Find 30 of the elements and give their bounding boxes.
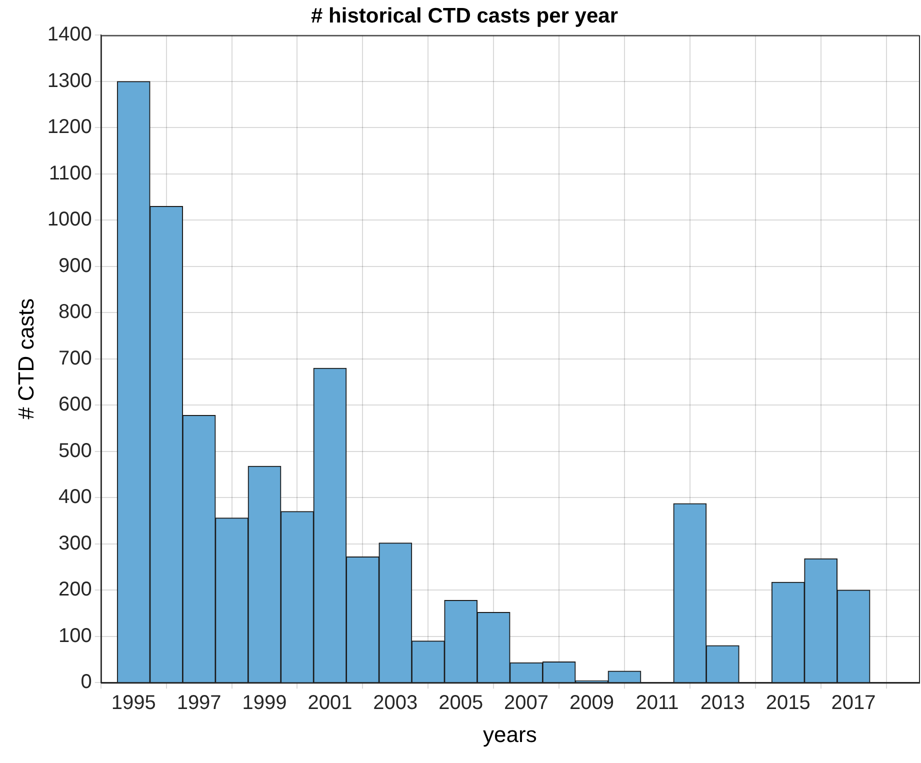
y-tick-label: 600 <box>58 394 92 416</box>
chart-title: # historical CTD casts per year <box>311 4 618 28</box>
y-tick-label: 900 <box>58 254 92 277</box>
x-tick-label: 2001 <box>308 692 352 714</box>
x-axis-title: years <box>483 722 537 747</box>
x-tick-label: 2011 <box>636 692 679 714</box>
y-axis-title: # CTD casts <box>13 298 38 420</box>
x-tick-label: 2003 <box>373 692 418 714</box>
y-tick-label: 1000 <box>47 208 92 231</box>
y-tick-label: 400 <box>58 486 92 508</box>
y-tick-label: 200 <box>58 578 92 601</box>
x-tick-label: 1999 <box>242 692 287 714</box>
x-tick-label: 2009 <box>570 692 614 714</box>
x-tick-label: 1997 <box>176 692 222 714</box>
y-tick-label: 800 <box>58 301 92 324</box>
y-tick-label: 300 <box>58 532 92 554</box>
y-tick-label: 100 <box>58 624 92 647</box>
y-tick-label: 1100 <box>48 162 92 184</box>
x-tick-label: 2015 <box>766 692 810 714</box>
x-tick-label: 2017 <box>831 692 876 714</box>
x-tick-label: 2007 <box>504 692 549 714</box>
y-tick-label: 1200 <box>47 116 92 138</box>
y-tick-label: 0 <box>80 671 92 694</box>
x-tick-label: 2005 <box>438 692 484 714</box>
y-tick-label: 1300 <box>47 70 92 92</box>
y-tick-label: 1400 <box>47 24 92 46</box>
y-tick-label: 500 <box>58 440 92 462</box>
y-tick-label: 700 <box>58 347 92 370</box>
x-tick-label: 2013 <box>700 692 745 714</box>
x-tick-label: 1995 <box>111 692 156 714</box>
